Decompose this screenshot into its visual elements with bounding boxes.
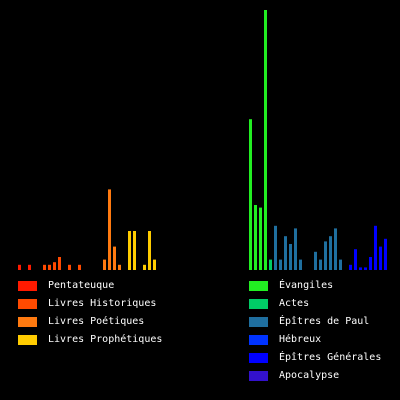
legend-swatch	[249, 281, 268, 291]
legend-label: Hébreux	[279, 334, 322, 345]
bar	[339, 259, 342, 270]
legend-swatch	[18, 299, 37, 309]
legend-swatch	[249, 317, 268, 327]
bar	[324, 241, 327, 270]
bar	[329, 236, 332, 270]
bar	[294, 228, 297, 270]
bar	[314, 251, 317, 270]
bar	[374, 225, 377, 270]
bar	[369, 257, 372, 270]
legend-label: Pentateuque	[48, 280, 115, 291]
bar	[48, 264, 51, 270]
bar	[259, 207, 262, 270]
bar	[334, 228, 337, 270]
bar	[113, 246, 116, 270]
legend-label: Livres Poétiques	[48, 316, 145, 327]
bar	[133, 231, 136, 270]
legend-swatch	[18, 335, 37, 345]
legend-swatch	[18, 281, 37, 291]
bar	[78, 264, 81, 270]
legend-label: Livres Prophétiques	[48, 334, 163, 345]
panel-old-testament	[18, 189, 156, 270]
legend-label: Épîtres Générales	[279, 352, 382, 363]
legend-label: Évangiles	[279, 280, 334, 291]
bar	[58, 257, 61, 270]
bar	[249, 119, 252, 270]
bar	[289, 244, 292, 270]
bar	[319, 259, 322, 270]
bar	[118, 264, 121, 270]
bar	[108, 189, 111, 270]
bar	[148, 231, 151, 270]
bar	[364, 267, 367, 270]
bar	[284, 236, 287, 270]
bar	[274, 225, 277, 270]
bar	[354, 249, 357, 270]
bar	[379, 246, 382, 270]
bar	[384, 238, 387, 270]
bar	[279, 259, 282, 270]
bar	[143, 264, 146, 270]
legend-label: Apocalypse	[279, 370, 340, 381]
bar	[128, 231, 131, 270]
bar	[68, 264, 71, 270]
bar	[53, 262, 56, 270]
bar	[359, 267, 362, 270]
legend-swatch	[249, 371, 268, 381]
legend-swatch	[249, 353, 268, 363]
bar	[153, 259, 156, 270]
bar	[264, 10, 267, 270]
bar	[103, 259, 106, 270]
panel-new-testament	[249, 10, 387, 270]
legend-label: Épîtres de Paul	[279, 316, 370, 327]
legend-label: Livres Historiques	[48, 298, 157, 309]
bar	[269, 259, 272, 270]
legend-swatch	[249, 335, 268, 345]
legend-swatch	[18, 317, 37, 327]
bar	[28, 264, 31, 270]
bar	[18, 264, 21, 270]
bar	[349, 264, 352, 270]
legend-swatch	[249, 299, 268, 309]
bar	[254, 205, 257, 270]
bar	[299, 259, 302, 270]
bar	[43, 264, 46, 270]
legend-label: Actes	[279, 298, 310, 309]
